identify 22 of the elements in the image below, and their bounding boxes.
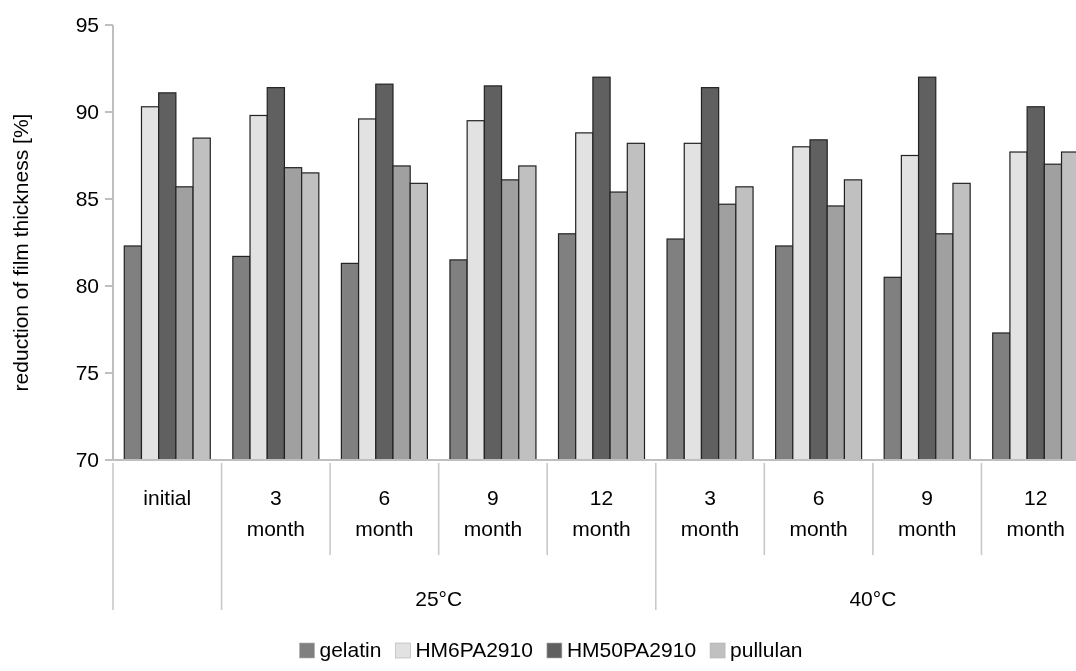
y-tick-label: 95: [75, 13, 99, 37]
legend-label: HM6PA2910: [415, 638, 533, 661]
x-tick-label: 6 month: [789, 486, 848, 540]
x-tick-label: 6 month: [355, 486, 414, 540]
x-tick-label: 12 month: [1006, 486, 1065, 540]
x-tick-label: 3 month: [246, 486, 306, 540]
legend-label: pullulan: [730, 638, 803, 661]
y-tick-label: 90: [75, 100, 99, 124]
legend-label: HM50PA2910: [566, 638, 697, 661]
x-tick-label: 9 month: [897, 486, 957, 540]
y-tick-label: 75: [75, 361, 99, 385]
y-axis-title: reduction of film thickness [%]: [9, 113, 32, 392]
x-tick-label: 9 month: [463, 486, 523, 540]
x-tick-label: initial: [143, 486, 192, 509]
y-tick-label: 85: [75, 187, 99, 211]
text: 40°C: [849, 587, 897, 610]
legend-label: gelatin: [319, 638, 382, 661]
y-tick-label: 80: [75, 274, 99, 298]
y-tick-label: 70: [75, 448, 99, 472]
text: 25°C: [415, 587, 463, 610]
x-tick-label: 3 month: [680, 486, 740, 540]
x-tick-label: 12 month: [572, 486, 631, 540]
